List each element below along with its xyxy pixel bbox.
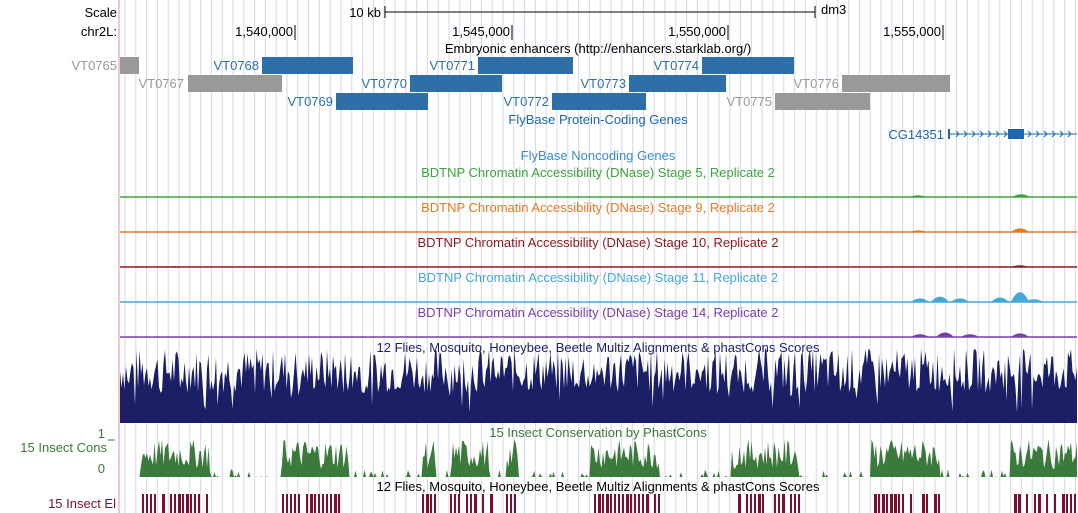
left-label-separator	[118, 0, 120, 513]
gene-exon	[1008, 129, 1024, 139]
dnase-track-1[interactable]: BDTNP Chromatin Accessibility (DNase) St…	[120, 165, 1077, 198]
coding-genes-title: FlyBase Protein-Coding Genes	[508, 112, 688, 127]
coding-genes-track[interactable]: FlyBase Protein-Coding Genes CG14351	[508, 112, 1077, 142]
phastcons-title: 15 Insect Conservation by PhastCons	[489, 425, 707, 440]
enhancer-VT0773[interactable]: VT0773	[580, 75, 726, 92]
multiz-track[interactable]: 12 Flies, Mosquito, Honeybee, Beetle Mul…	[120, 340, 1077, 423]
enhancer-VT0771[interactable]: VT0771	[429, 57, 573, 74]
enhancer-items[interactable]: VT0765 VT0767 VT0768 VT0769 VT0770 VT0771 VT07…	[71, 57, 950, 110]
enhancer-VT0767[interactable]: VT0767	[138, 75, 282, 92]
enhancer-label: VT0774	[653, 58, 699, 73]
enhancer-track[interactable]: Embryonic enhancers (http://enhancers.st…	[71, 41, 950, 110]
enhancer-label: VT0776	[793, 76, 839, 91]
noncoding-genes-title: FlyBase Noncoding Genes	[521, 148, 676, 163]
enhancer-VT0769[interactable]: VT0769	[287, 93, 428, 110]
dnase-track-2[interactable]: BDTNP Chromatin Accessibility (DNase) St…	[120, 200, 1077, 233]
elements-side-label: 15 Insect El	[48, 496, 116, 511]
enhancer-track-title: Embryonic enhancers (http://enhancers.st…	[445, 41, 751, 56]
assembly-label: dm3	[821, 2, 846, 17]
ruler-tick-label: 1,540,000	[235, 24, 293, 39]
enhancer-label: VT0770	[361, 76, 407, 91]
enhancer-VT0776[interactable]: VT0776	[793, 75, 950, 92]
ruler-tick-label: 1,555,000	[883, 24, 941, 39]
elements-title: 12 Flies, Mosquito, Honeybee, Beetle Mul…	[377, 479, 820, 494]
dnase-track-title: BDTNP Chromatin Accessibility (DNase) St…	[417, 235, 778, 250]
enhancer-label: VT0773	[580, 76, 626, 91]
enhancer-label: VT0775	[726, 94, 772, 109]
conserved-elements	[142, 494, 1076, 513]
enhancer-VT0774[interactable]: VT0774	[653, 57, 794, 74]
ruler-ticks: 1,540,000 1,545,000 1,550,000 1,555,000	[235, 24, 944, 40]
phastcons-signal	[120, 439, 1077, 477]
gene-name: CG14351	[888, 127, 944, 142]
dnase-track-title: BDTNP Chromatin Accessibility (DNase) St…	[417, 305, 778, 320]
dnase-track-5[interactable]: BDTNP Chromatin Accessibility (DNase) St…	[120, 305, 1077, 338]
gene-CG14351[interactable]: CG14351	[888, 127, 1077, 142]
enhancer-label: VT0768	[213, 58, 259, 73]
scale-label: Scale	[84, 5, 117, 20]
phastcons-ymax: 1	[98, 426, 105, 441]
enhancer-VT0775[interactable]: VT0775	[726, 93, 870, 110]
phastcons-track[interactable]: 15 Insect Conservation by PhastCons 15 I…	[20, 425, 1077, 477]
ruler-tick-label: 1,550,000	[668, 24, 726, 39]
ruler-tick-label: 1,545,000	[452, 24, 510, 39]
multiz-signal	[120, 348, 1077, 423]
gene-strand-arrows	[955, 130, 1072, 138]
elements-track[interactable]: 12 Flies, Mosquito, Honeybee, Beetle Mul…	[48, 479, 1076, 513]
scale-bar-value: 10 kb	[349, 5, 381, 20]
dnase-tracks[interactable]: BDTNP Chromatin Accessibility (DNase) St…	[120, 165, 1077, 338]
enhancer-VT0765[interactable]: VT0765	[71, 57, 139, 74]
enhancer-VT0768[interactable]: VT0768	[213, 57, 353, 74]
enhancer-label: VT0771	[429, 58, 475, 73]
dnase-track-3[interactable]: BDTNP Chromatin Accessibility (DNase) St…	[120, 235, 1077, 268]
chrom-label: chr2L:	[81, 24, 117, 39]
enhancer-label: VT0767	[138, 76, 184, 91]
dnase-track-title: BDTNP Chromatin Accessibility (DNase) St…	[421, 200, 775, 215]
enhancer-VT0772[interactable]: VT0772	[503, 93, 646, 110]
enhancer-label: VT0772	[503, 94, 549, 109]
phastcons-ymin: 0	[98, 461, 105, 476]
dnase-track-title: BDTNP Chromatin Accessibility (DNase) St…	[421, 165, 775, 180]
ruler-track[interactable]: Scale chr2L: 10 kb dm3 1,540,000 1,545,00…	[81, 2, 944, 40]
gene-exon	[948, 129, 950, 139]
dnase-track-title: BDTNP Chromatin Accessibility (DNase) St…	[418, 270, 778, 285]
enhancer-label: VT0769	[287, 94, 333, 109]
enhancer-label: VT0765	[71, 58, 117, 73]
phastcons-side-label: 15 Insect Cons	[20, 440, 107, 455]
multiz-title: 12 Flies, Mosquito, Honeybee, Beetle Mul…	[377, 340, 820, 355]
dnase-track-4[interactable]: BDTNP Chromatin Accessibility (DNase) St…	[120, 270, 1077, 303]
enhancer-VT0770[interactable]: VT0770	[361, 75, 502, 92]
